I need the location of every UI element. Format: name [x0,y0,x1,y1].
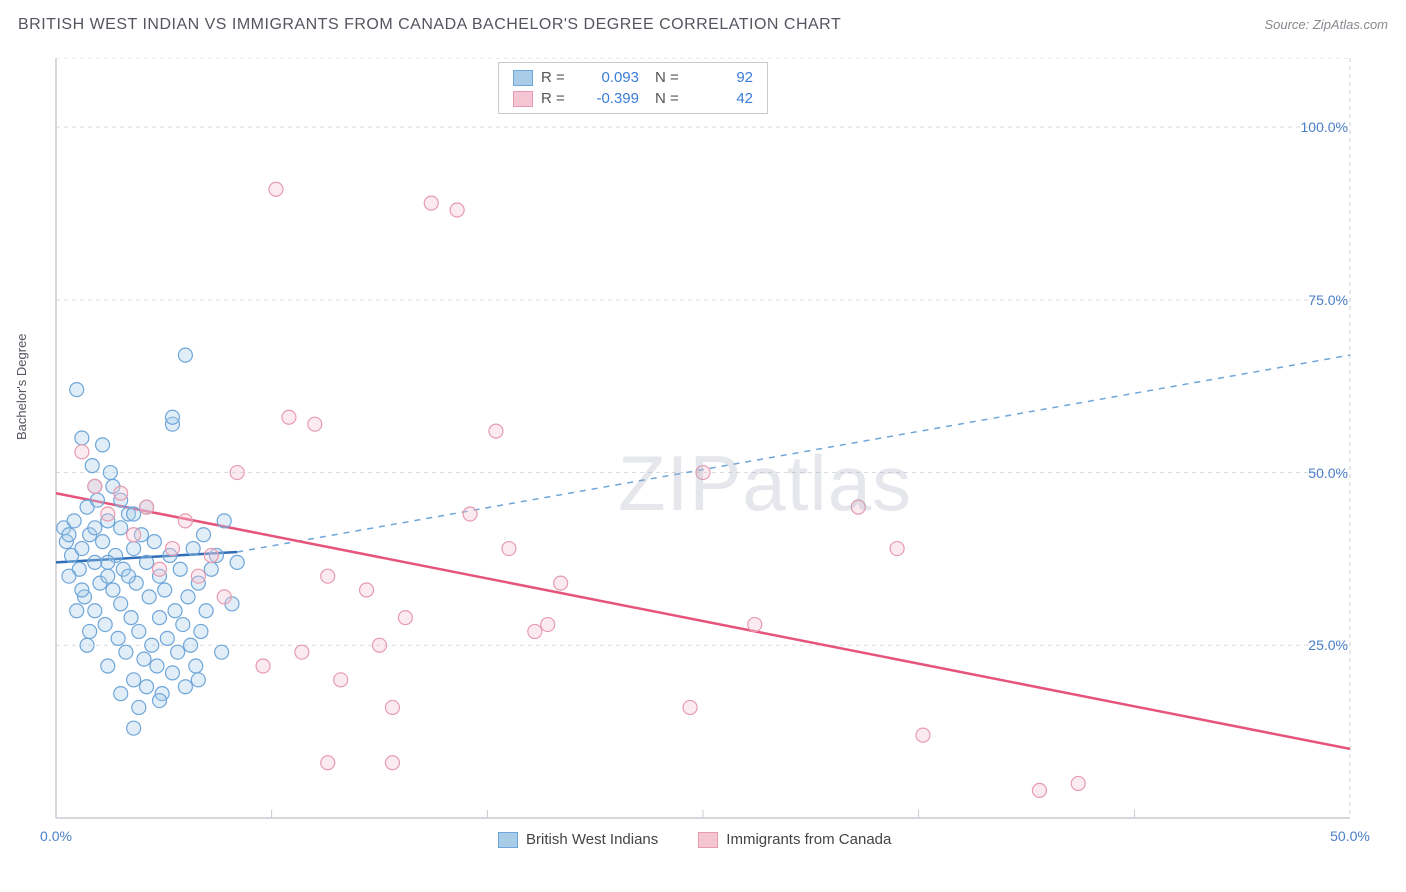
x-tick-label: 0.0% [40,828,72,844]
scatter-chart [48,58,1358,848]
r-value: 0.093 [575,69,639,86]
stats-row: R = -0.399 N = 42 [499,88,767,109]
n-label: N = [655,90,681,107]
swatch-icon [698,832,718,848]
n-label: N = [655,69,681,86]
y-tick-label: 25.0% [1308,637,1348,653]
bottom-legend: British West Indians Immigrants from Can… [498,831,891,848]
r-label: R = [541,69,567,86]
swatch-icon [498,832,518,848]
n-value: 42 [689,90,753,107]
stats-legend-box: R = 0.093 N = 92 R = -0.399 N = 42 [498,62,768,114]
legend-label: Immigrants from Canada [726,831,891,848]
header: BRITISH WEST INDIAN VS IMMIGRANTS FROM C… [18,16,1388,34]
r-value: -0.399 [575,90,639,107]
legend-item: Immigrants from Canada [698,831,891,848]
chart-title: BRITISH WEST INDIAN VS IMMIGRANTS FROM C… [18,16,841,34]
stats-row: R = 0.093 N = 92 [499,67,767,88]
chart-area: ZIPatlas R = 0.093 N = 92 R = -0.399 N =… [48,58,1358,848]
y-tick-label: 50.0% [1308,465,1348,481]
y-tick-label: 75.0% [1308,292,1348,308]
n-value: 92 [689,69,753,86]
y-tick-label: 100.0% [1301,119,1348,135]
x-tick-label: 50.0% [1330,828,1370,844]
swatch-icon [513,91,533,107]
source-attribution: Source: ZipAtlas.com [1264,17,1388,32]
r-label: R = [541,90,567,107]
y-axis-label: Bachelor's Degree [14,333,29,440]
legend-item: British West Indians [498,831,658,848]
swatch-icon [513,70,533,86]
legend-label: British West Indians [526,831,658,848]
